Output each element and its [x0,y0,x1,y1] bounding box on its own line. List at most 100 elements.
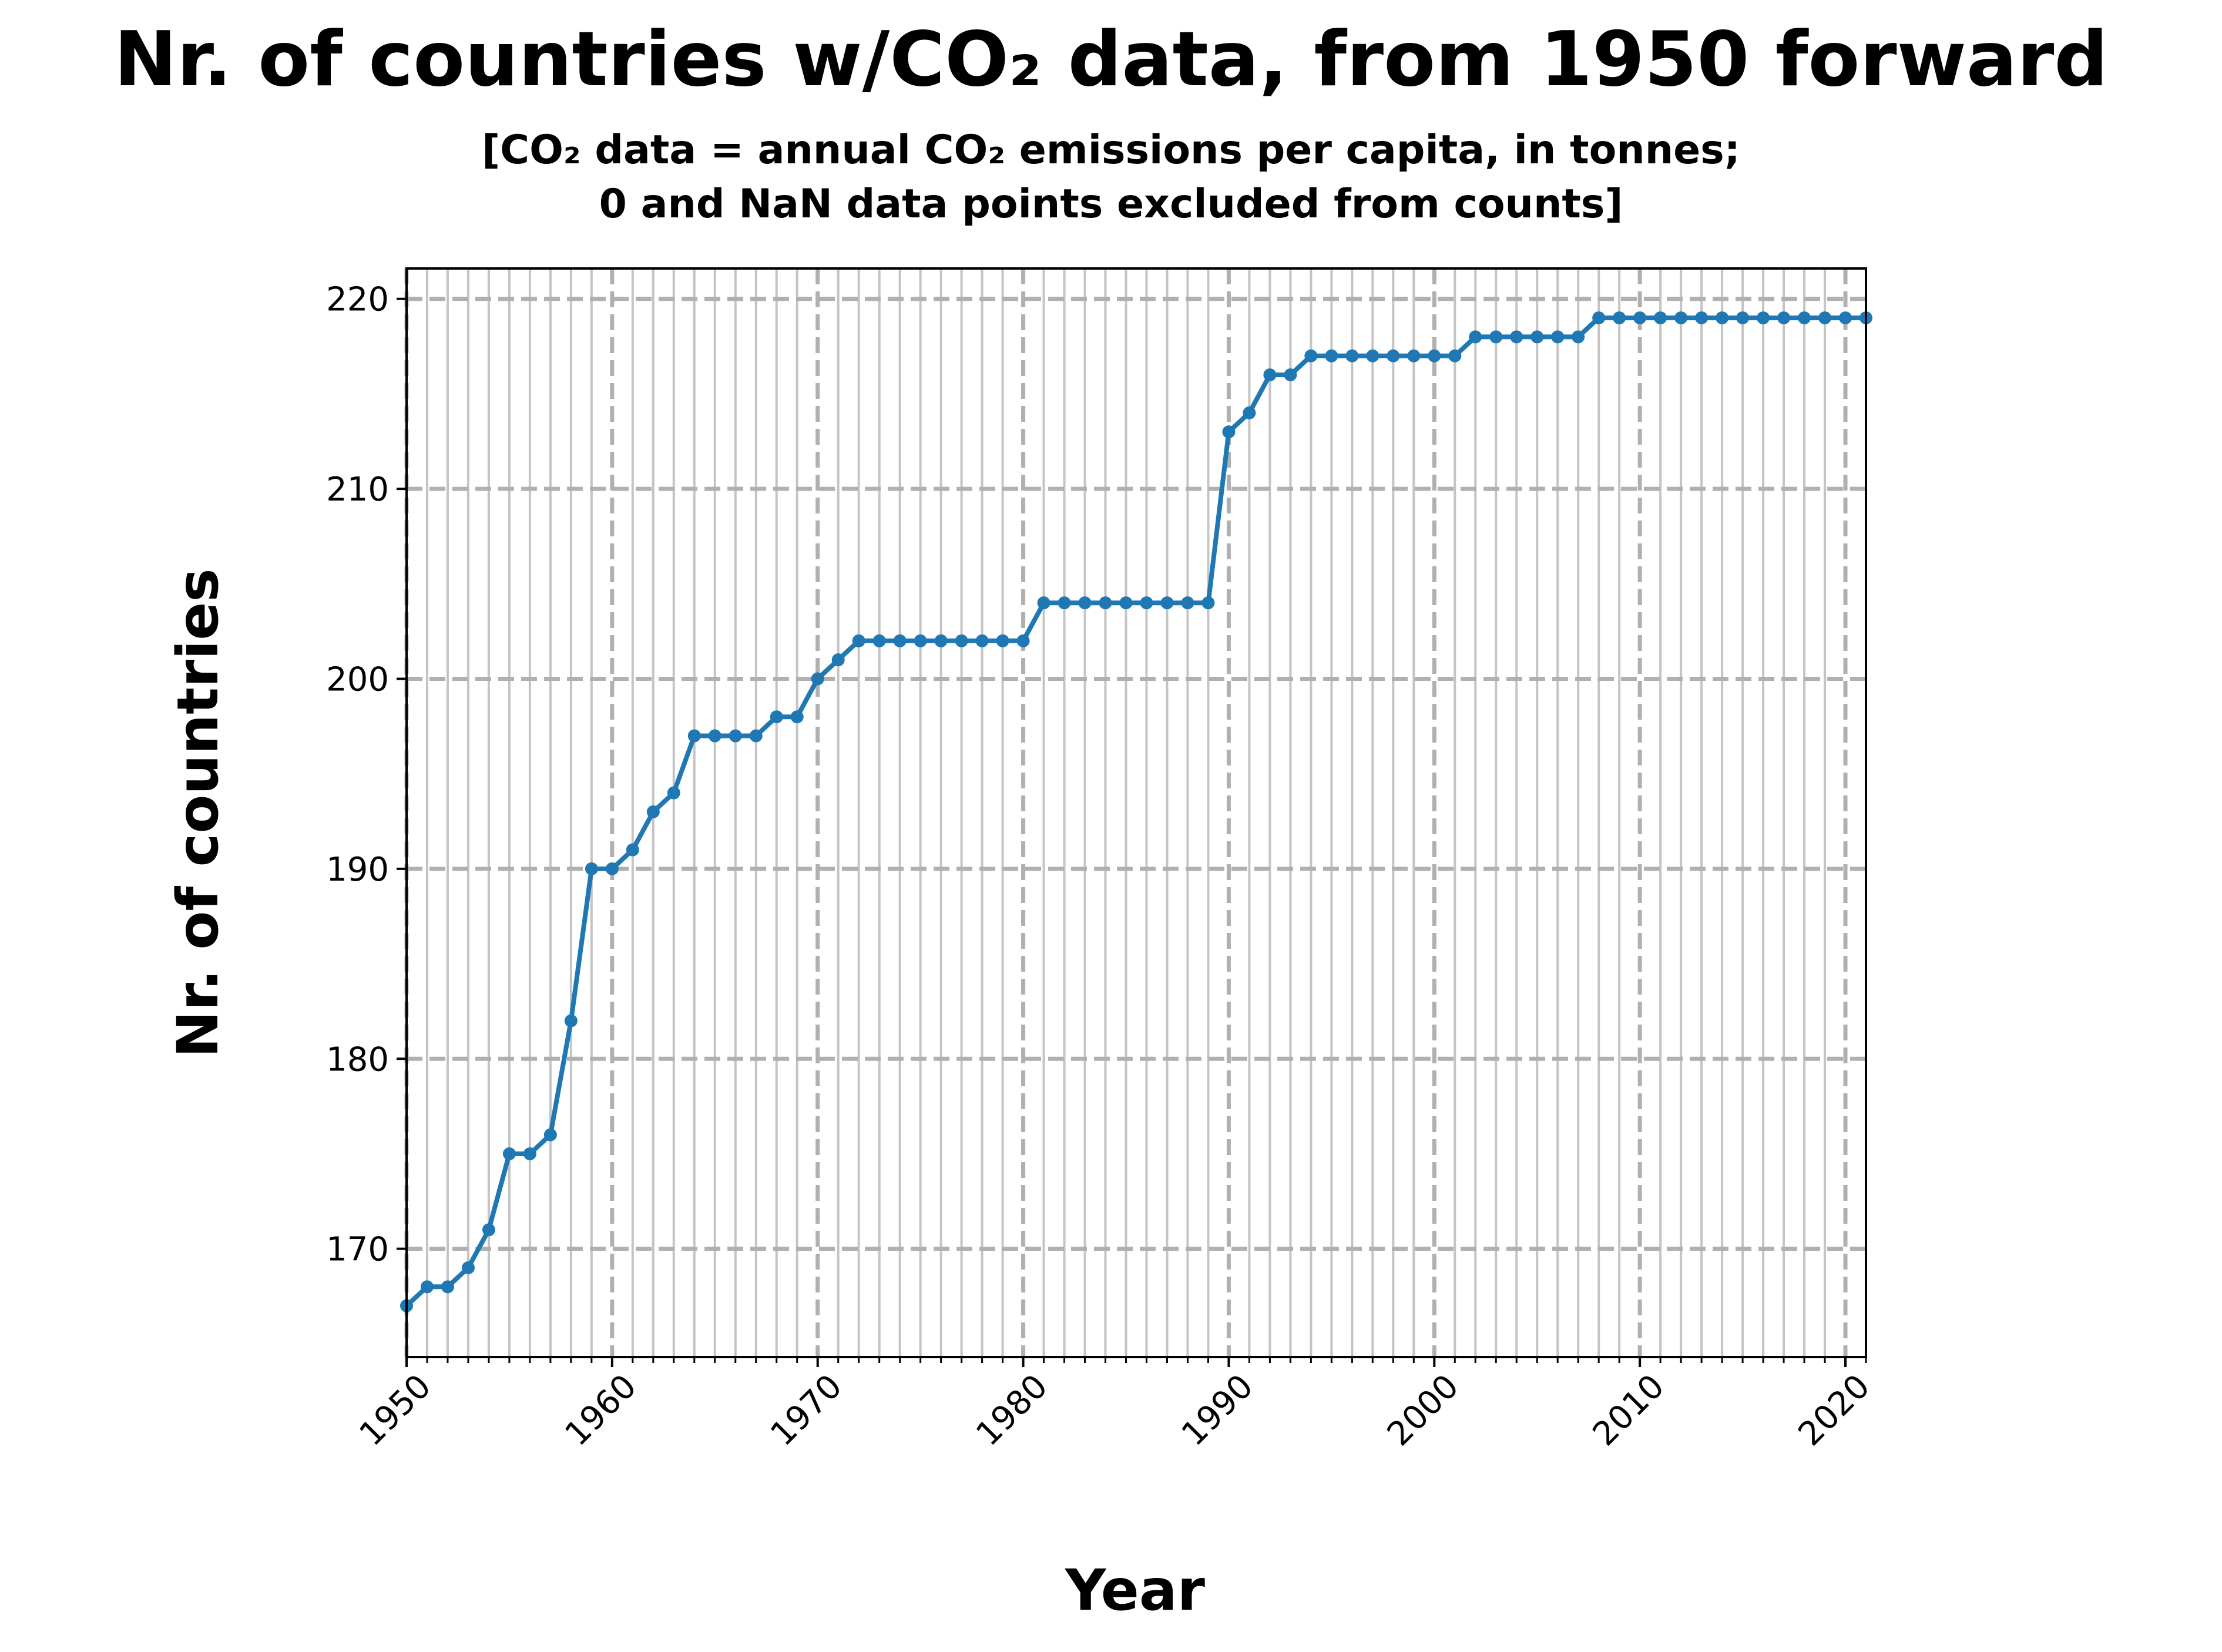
data-point [975,634,989,647]
data-point [482,1223,495,1237]
data-point [1798,311,1811,325]
tick-marks [397,297,1867,1367]
data-point [441,1280,454,1294]
data-point [1551,330,1565,344]
chart-subtitle-line-1: [CO₂ data = annual CO₂ emissions per cap… [482,127,1740,173]
data-point [543,1128,557,1141]
data-point [687,729,701,743]
data-point [1243,406,1256,419]
data-point [626,843,639,857]
data-point [1757,311,1770,325]
data-point [461,1261,475,1275]
data-point [1325,349,1338,362]
data-point [1654,311,1667,325]
data-point [893,634,907,647]
data-point [502,1147,516,1160]
data-point [1489,330,1503,344]
data-point [1839,311,1852,325]
data-point [831,653,845,667]
x-tick-label: 1970 [763,1367,850,1453]
axes [405,267,1867,1358]
data-point [1777,311,1791,325]
data-point [1716,311,1729,325]
data-point [646,805,660,818]
x-tick-label: 2020 [1791,1367,1878,1453]
x-tick-labels: 1950 1960 1970 1980 1990 2000 2010 2020 [353,1367,1878,1453]
data-point [1058,596,1071,610]
data-point [667,786,680,800]
data-point [1695,311,1709,325]
data-point [955,634,968,647]
minor-grid [425,268,1867,1357]
data-point [934,634,948,647]
data-point [1428,349,1441,362]
data-point [1160,596,1174,610]
major-grid [404,268,1866,1357]
chart-subtitle-line-2: 0 and NaN data points excluded from coun… [599,181,1623,227]
data-point [1016,634,1030,647]
data-point [1469,330,1482,344]
data-point [420,1280,434,1294]
x-tick-label: 1980 [969,1367,1055,1453]
data-point [1572,330,1585,344]
data-point [1201,596,1215,610]
y-tick-label: 210 [326,471,389,509]
y-tick-labels: 170 180 190 200 210 220 [326,281,389,1269]
data-point [790,710,804,724]
data-point [1345,349,1359,362]
x-tick-label: 2010 [1586,1367,1672,1453]
data-point [564,1014,578,1028]
x-tick-label: 1950 [353,1367,439,1453]
data-point [1448,349,1462,362]
chart-title: Nr. of countries w/CO₂ data, from 1950 f… [114,16,2108,103]
data-point [1633,311,1647,325]
data-point [1818,311,1832,325]
y-tick-label: 190 [326,851,389,889]
data-point [1284,368,1297,382]
data-point [1181,596,1194,610]
data-point [1304,349,1318,362]
x-tick-label: 2000 [1380,1367,1466,1453]
data-point [1119,596,1133,610]
data-point [1387,349,1400,362]
data-point [1366,349,1379,362]
data-point [729,729,742,743]
data-point [1530,330,1544,344]
data-point [585,862,598,875]
data-point [872,634,886,647]
data-point [523,1147,536,1160]
data-point [770,710,783,724]
data-point [811,672,824,686]
data-points [400,311,1872,1312]
y-tick-label: 200 [326,661,389,699]
y-axis-label: Nr. of countries [165,569,231,1058]
data-point [1222,425,1236,439]
data-point [605,862,619,875]
data-series [405,315,1866,1308]
data-point [1099,596,1112,610]
data-point [1078,596,1092,610]
data-point [1674,311,1688,325]
data-point [1140,596,1153,610]
y-tick-label: 170 [326,1231,389,1269]
x-tick-label: 1960 [558,1367,644,1453]
data-point [1510,330,1523,344]
data-point [1037,596,1050,610]
data-point [996,634,1009,647]
data-point [1613,311,1626,325]
data-point [708,729,721,743]
y-tick-label: 180 [326,1040,389,1079]
series-line [405,315,1866,1308]
data-point [1407,349,1421,362]
data-point [1263,368,1277,382]
data-point [1736,311,1750,325]
data-point [852,634,865,647]
data-point [749,729,763,743]
x-axis-label: Year [1065,1557,1206,1623]
x-tick-label: 1990 [1174,1367,1261,1453]
y-tick-label: 220 [326,281,389,319]
data-point [914,634,927,647]
plot-frame [405,267,1867,1358]
data-point [1592,311,1606,325]
